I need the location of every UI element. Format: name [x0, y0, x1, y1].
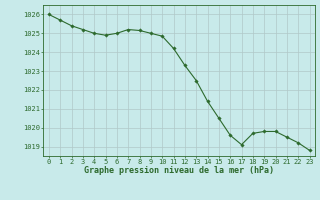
X-axis label: Graphe pression niveau de la mer (hPa): Graphe pression niveau de la mer (hPa)	[84, 166, 274, 175]
